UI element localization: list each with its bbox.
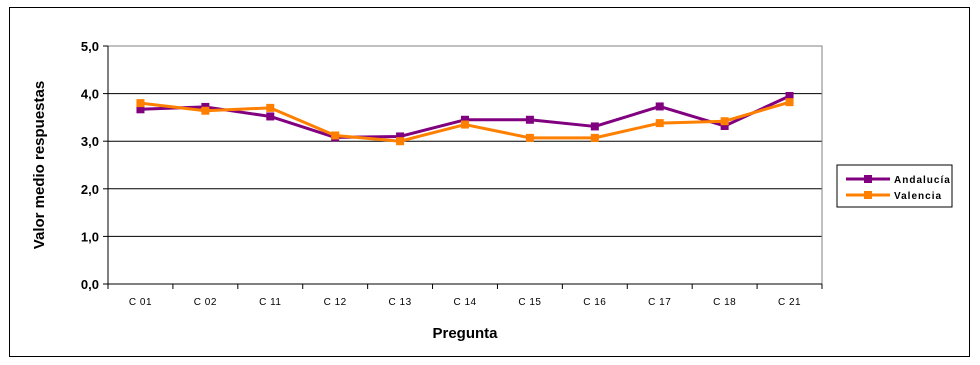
data-point-marker [785,91,794,100]
y-tick-label: 1,0 [81,229,99,244]
series-2 [136,98,794,146]
grid-lines [108,45,822,237]
x-tick-label: C 18 [713,297,736,308]
data-point-marker [655,102,664,111]
data-point-marker [785,98,794,107]
legend-label: Andalucía [894,175,951,186]
legend-marker [864,175,872,183]
legend-marker [864,191,872,199]
series-layer [136,91,794,146]
x-tick-label: C 16 [583,297,606,308]
data-point-marker [396,132,405,141]
chart-frame: 0,0 1,0 2,0 3,0 4,0 5,0 C 01 C 02 C 11 C 12 C 13 C… [9,7,970,357]
data-point-marker [136,105,145,114]
x-tick-label: C 17 [648,297,671,308]
x-tick-label: C 11 [259,297,281,308]
data-point-marker [525,133,534,142]
data-point-marker [720,121,729,130]
data-point-marker [525,115,534,124]
legend-box [836,164,953,208]
data-point-marker [201,106,210,115]
x-tick-label: C 21 [778,297,801,308]
y-axis-ticks: 0,0 1,0 2,0 3,0 4,0 5,0 [81,39,108,292]
series-1 [136,91,794,142]
x-axis-ticks: C 01 C 02 C 11 C 12 C 13 C 14 C 15 C 16 C 17 C 18… [107,284,823,308]
y-axis-title: Valor medio respuestas [31,81,48,249]
y-tick-label: 4,0 [81,87,99,102]
y-tick-label: 3,0 [81,134,99,149]
data-point-marker [266,112,275,121]
y-tick-label: 2,0 [81,182,99,197]
data-point-marker [136,99,145,108]
y-tick-label: 5,0 [81,39,99,54]
x-axis-title: Pregunta [432,325,498,342]
x-tick-label: C 01 [129,297,152,308]
data-point-marker [266,103,275,112]
data-point-marker [331,131,340,140]
data-point-marker [590,122,599,131]
x-tick-label: C 15 [518,297,541,308]
y-tick-label: 0,0 [81,277,99,292]
data-point-marker [590,133,599,142]
data-point-marker [461,120,469,129]
data-point-marker [655,119,664,128]
data-point-marker [461,115,469,124]
x-tick-label: C 02 [194,297,217,308]
data-point-marker [720,117,729,126]
legend-items: Andalucía Valencia [846,175,951,202]
x-tick-label: C 14 [453,297,476,308]
plot-area [107,45,823,285]
legend-label: Valencia [894,191,942,202]
x-tick-label: C 12 [324,297,347,308]
x-tick-label: C 13 [389,297,412,308]
line-chart: 0,01,02,03,04,05,0 C 01 C 02 C 11 C 12 C 13 C… [31,39,953,342]
data-point-marker [396,137,405,146]
legend: Andalucía Valencia [836,164,953,208]
